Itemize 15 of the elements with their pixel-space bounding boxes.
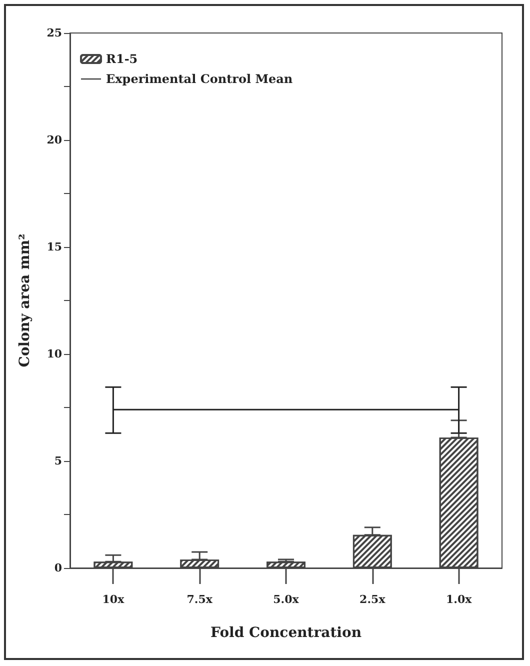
y-tick-label: 10 (46, 348, 62, 360)
x-tick-label: 7.5x (186, 593, 213, 606)
x-tick-label: 1.0x (446, 593, 472, 606)
y-axis-title: Colony area mm² (17, 234, 33, 368)
legend-label: R1-5 (106, 52, 138, 66)
x-tick-label: 2.5x (360, 593, 386, 606)
y-tick-label: 15 (46, 240, 62, 254)
y-tick-label: 0 (54, 562, 62, 574)
y-tick-label: 5 (54, 454, 62, 468)
y-tick-label: 25 (46, 26, 62, 40)
x-axis-title: Fold Concentration (210, 625, 362, 641)
x-tick-label: 10x (102, 593, 125, 606)
legend-label: Experimental Control Mean (106, 72, 293, 86)
y-tick-label: 20 (46, 134, 62, 146)
x-tick-label: 5.0x (273, 593, 300, 606)
